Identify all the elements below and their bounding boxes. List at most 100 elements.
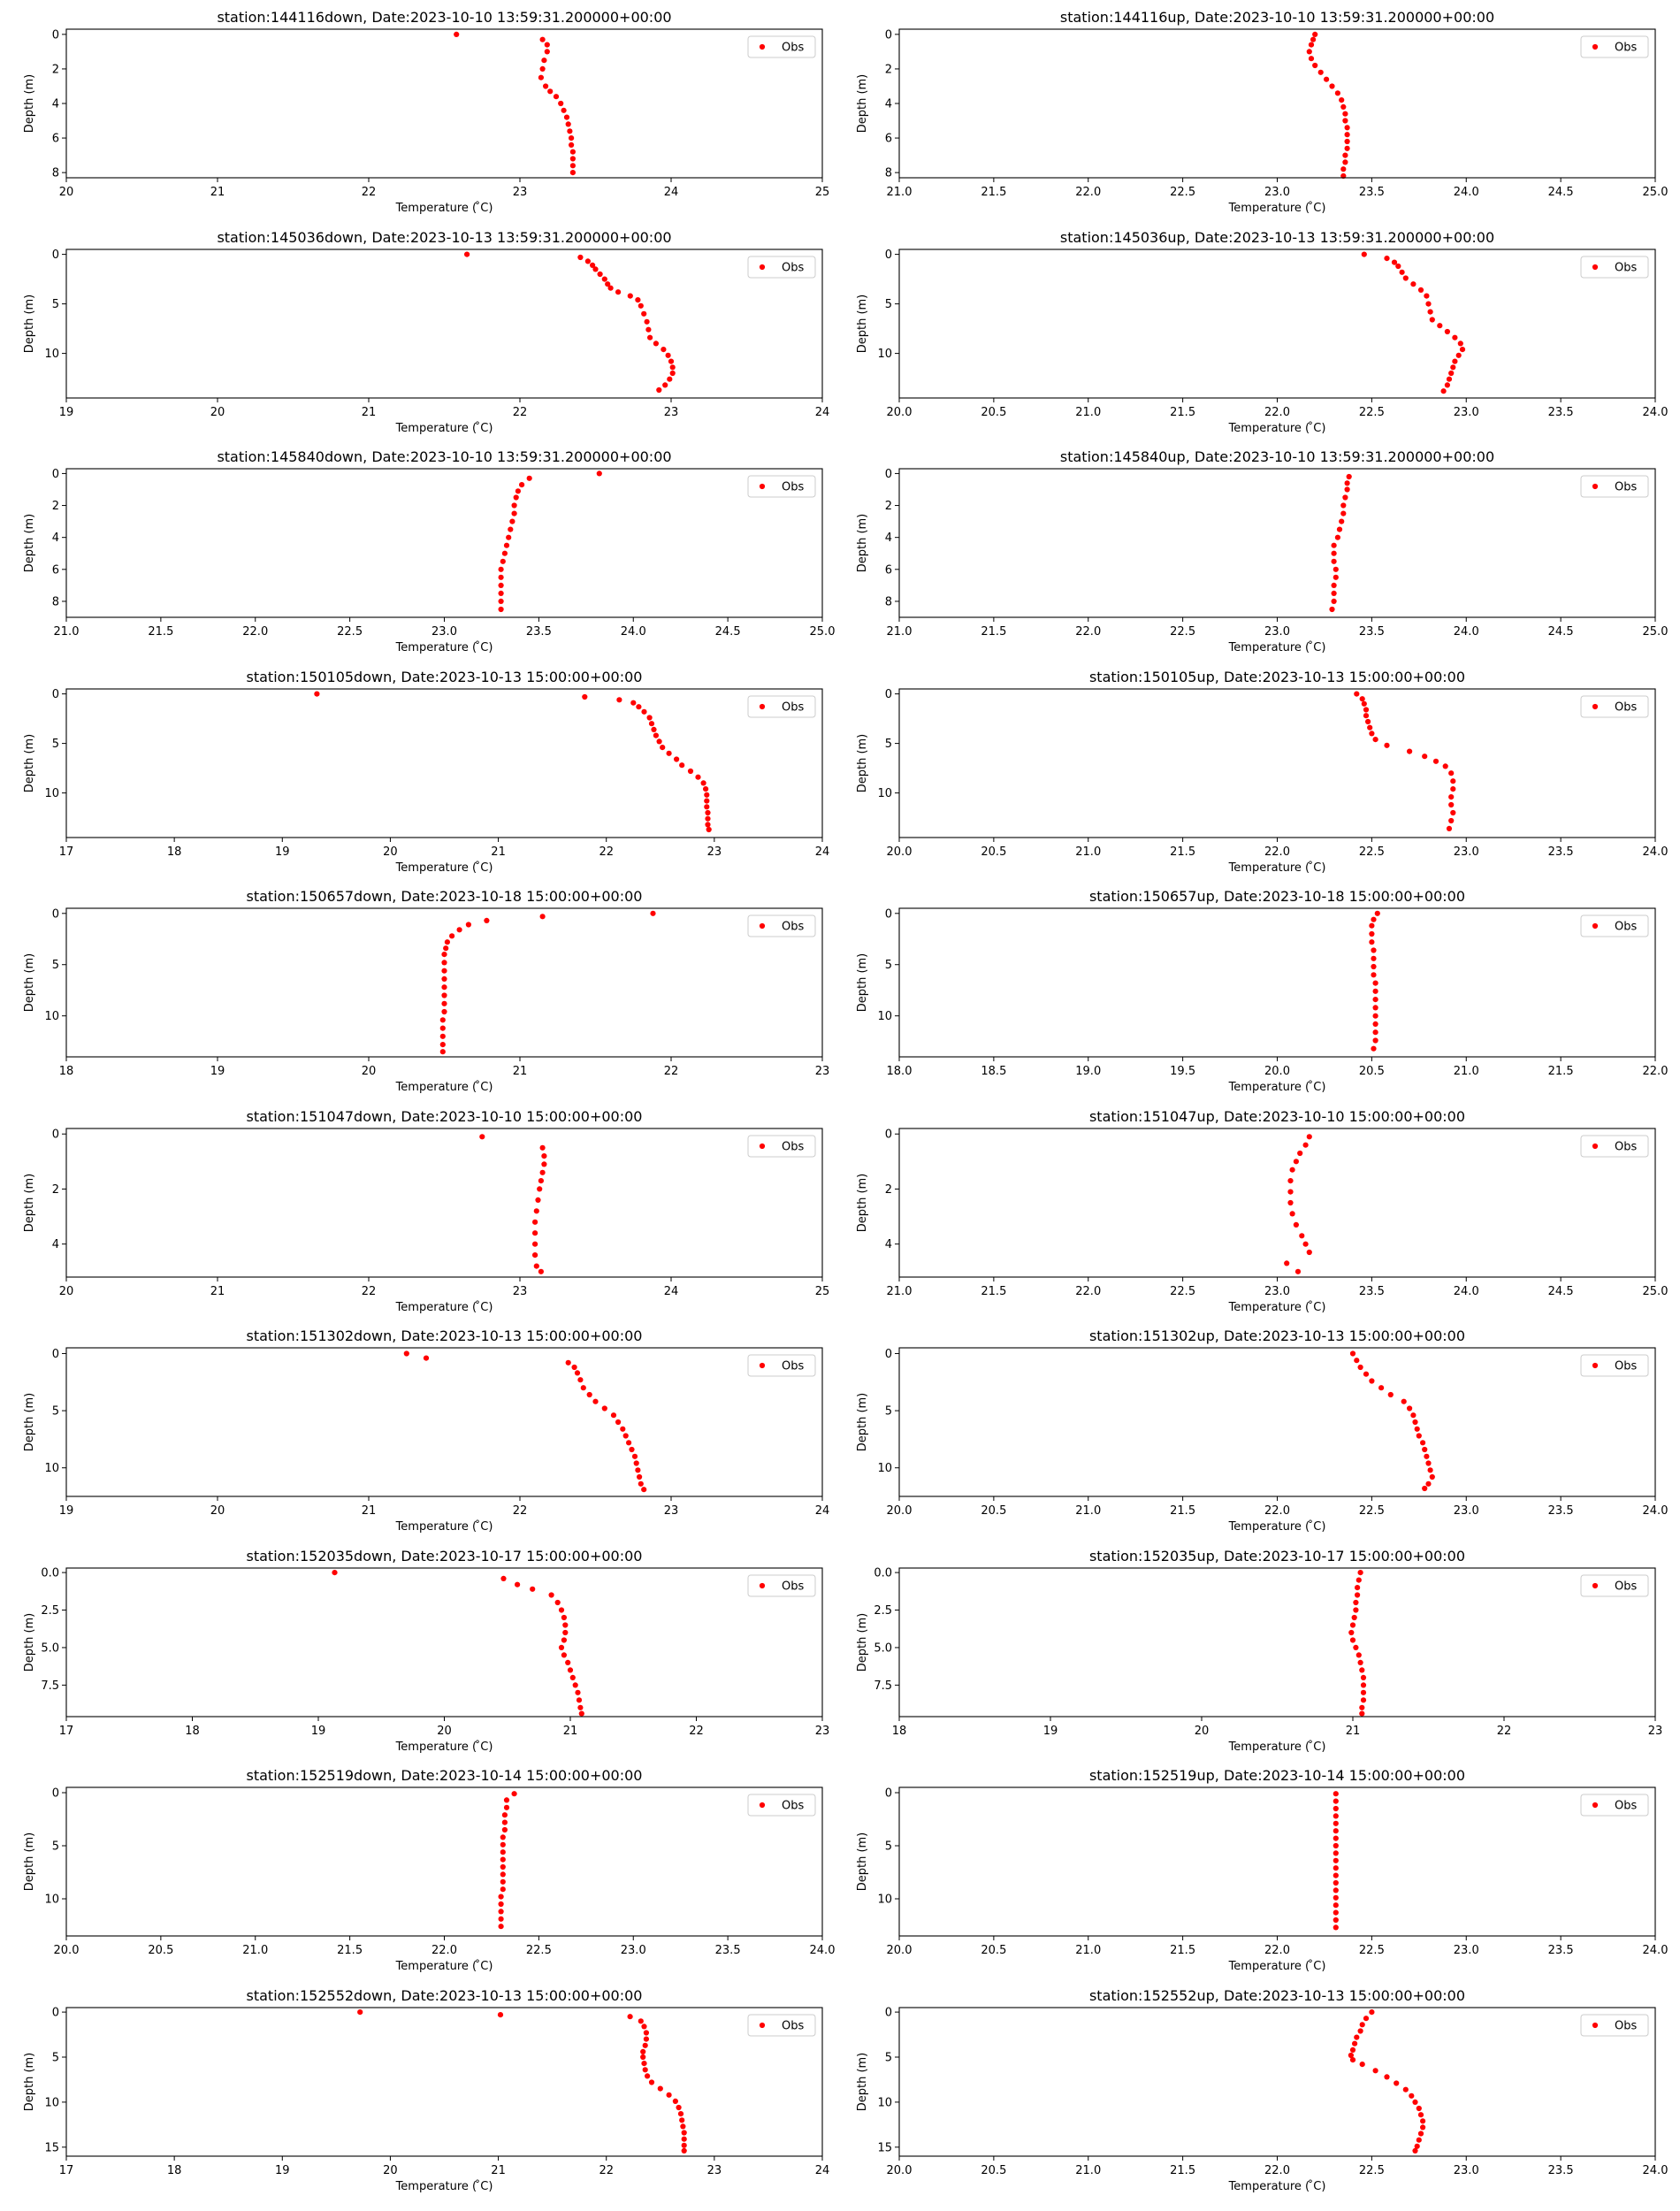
x-tick-label: 20 bbox=[383, 845, 398, 859]
data-point bbox=[569, 156, 577, 162]
data-point bbox=[679, 2117, 685, 2123]
data-point bbox=[1331, 590, 1337, 597]
legend-marker bbox=[759, 2022, 766, 2029]
data-point bbox=[641, 708, 647, 715]
y-axis-label: Depth (m) bbox=[856, 1174, 869, 1233]
y-tick-label: 0 bbox=[885, 249, 892, 262]
data-point bbox=[648, 2079, 655, 2085]
x-tick-label: 24.0 bbox=[1643, 406, 1669, 419]
y-tick-label: 0 bbox=[885, 907, 892, 921]
data-point bbox=[1371, 955, 1377, 961]
x-tick-label: 22.0 bbox=[1075, 1285, 1101, 1298]
y-tick-label: 6 bbox=[885, 133, 892, 146]
legend-marker bbox=[759, 1143, 766, 1150]
data-point bbox=[1372, 980, 1378, 986]
x-tick-label: 19 bbox=[59, 1504, 74, 1518]
x-tick-label: 24 bbox=[664, 1285, 679, 1298]
data-point bbox=[561, 1652, 568, 1658]
data-point bbox=[1416, 2105, 1422, 2112]
data-point bbox=[703, 786, 709, 792]
data-point bbox=[1333, 1894, 1339, 1901]
data-point bbox=[513, 494, 519, 501]
data-point bbox=[1417, 2131, 1424, 2137]
x-axis-label: Temperature ( ̊C) bbox=[395, 1519, 493, 1534]
data-point bbox=[1349, 2057, 1356, 2063]
legend-marker bbox=[759, 1582, 766, 1589]
x-tick-label: 24.0 bbox=[1643, 1944, 1669, 1957]
data-point bbox=[1448, 370, 1455, 377]
x-tick-label: 17 bbox=[59, 1725, 74, 1738]
y-tick-label: 4 bbox=[52, 1238, 59, 1251]
x-tick-label: 22 bbox=[664, 1065, 679, 1078]
data-point bbox=[1354, 2034, 1360, 2040]
x-tick-label: 20.0 bbox=[1264, 1065, 1290, 1078]
data-point bbox=[651, 726, 657, 733]
x-tick-label: 23.5 bbox=[1548, 1944, 1574, 1957]
legend-label: Obs bbox=[1615, 1360, 1637, 1373]
x-tick-label: 21.5 bbox=[981, 625, 1006, 639]
x-tick-label: 20.5 bbox=[981, 1504, 1006, 1518]
x-tick-label: 23.5 bbox=[1548, 406, 1574, 419]
x-tick-label: 23.0 bbox=[1264, 625, 1290, 639]
data-point bbox=[511, 502, 517, 509]
data-point bbox=[501, 1812, 508, 1818]
x-tick-label: 22.0 bbox=[1075, 625, 1101, 639]
x-tick-label: 19 bbox=[59, 406, 74, 419]
x-tick-label: 22.5 bbox=[1359, 845, 1385, 859]
data-point bbox=[641, 1487, 647, 1493]
legend-label: Obs bbox=[782, 1360, 804, 1373]
data-point bbox=[1333, 1865, 1339, 1871]
x-tick-label: 23.0 bbox=[621, 1944, 646, 1957]
x-tick-label: 23.5 bbox=[1548, 2164, 1574, 2177]
data-point bbox=[695, 774, 701, 780]
y-tick-label: 0 bbox=[885, 2007, 892, 2020]
data-point bbox=[1399, 269, 1405, 275]
x-axis-label: Temperature ( ̊C) bbox=[1228, 1740, 1326, 1754]
y-tick-label: 10 bbox=[877, 1894, 892, 1907]
data-point bbox=[662, 382, 668, 388]
data-point bbox=[498, 1901, 504, 1908]
x-tick-label: 20 bbox=[437, 1725, 452, 1738]
data-point bbox=[680, 2123, 686, 2130]
data-point bbox=[1444, 328, 1450, 335]
data-point bbox=[1312, 62, 1318, 69]
x-tick-label: 22.0 bbox=[1264, 1504, 1290, 1518]
plot-frame bbox=[898, 1347, 1656, 1497]
x-tick-label: 20 bbox=[210, 1504, 225, 1518]
y-tick-label: 0 bbox=[52, 1787, 59, 1801]
x-tick-label: 21.0 bbox=[54, 625, 80, 639]
data-point bbox=[668, 358, 675, 364]
y-tick-label: 5 bbox=[52, 2052, 59, 2065]
x-axis-label: Temperature ( ̊C) bbox=[1228, 1519, 1326, 1534]
data-point bbox=[1448, 794, 1455, 800]
data-point bbox=[1365, 718, 1371, 725]
data-point bbox=[565, 121, 571, 127]
data-point bbox=[1420, 1440, 1426, 1446]
x-tick-label: 23.0 bbox=[1454, 845, 1479, 859]
data-point bbox=[569, 170, 577, 176]
y-axis-label: Depth (m) bbox=[23, 74, 36, 134]
data-point bbox=[1372, 988, 1378, 994]
data-point bbox=[439, 1042, 446, 1048]
data-point bbox=[1410, 281, 1417, 287]
x-tick-label: 23.0 bbox=[1454, 1944, 1479, 1957]
data-point bbox=[1340, 166, 1347, 172]
data-point bbox=[565, 1659, 571, 1665]
data-point bbox=[572, 1682, 578, 1688]
data-point bbox=[571, 1364, 577, 1371]
legend-label: Obs bbox=[782, 921, 804, 934]
legend-marker bbox=[759, 483, 766, 490]
data-point bbox=[1372, 1013, 1378, 1019]
subplot-title: station:152519up, Date:2023-10-14 15:00:… bbox=[1089, 1767, 1465, 1784]
x-tick-label: 19.5 bbox=[1170, 1065, 1195, 1078]
x-tick-label: 21 bbox=[210, 1285, 225, 1298]
y-tick-label: 0 bbox=[52, 468, 59, 481]
legend-label: Obs bbox=[782, 2020, 804, 2033]
x-tick-label: 20 bbox=[59, 1285, 74, 1298]
data-point bbox=[1324, 76, 1330, 82]
data-point bbox=[1422, 754, 1428, 760]
data-point bbox=[547, 88, 554, 95]
x-tick-label: 18 bbox=[167, 845, 182, 859]
y-tick-label: 4 bbox=[885, 532, 892, 545]
data-point bbox=[503, 1797, 510, 1803]
